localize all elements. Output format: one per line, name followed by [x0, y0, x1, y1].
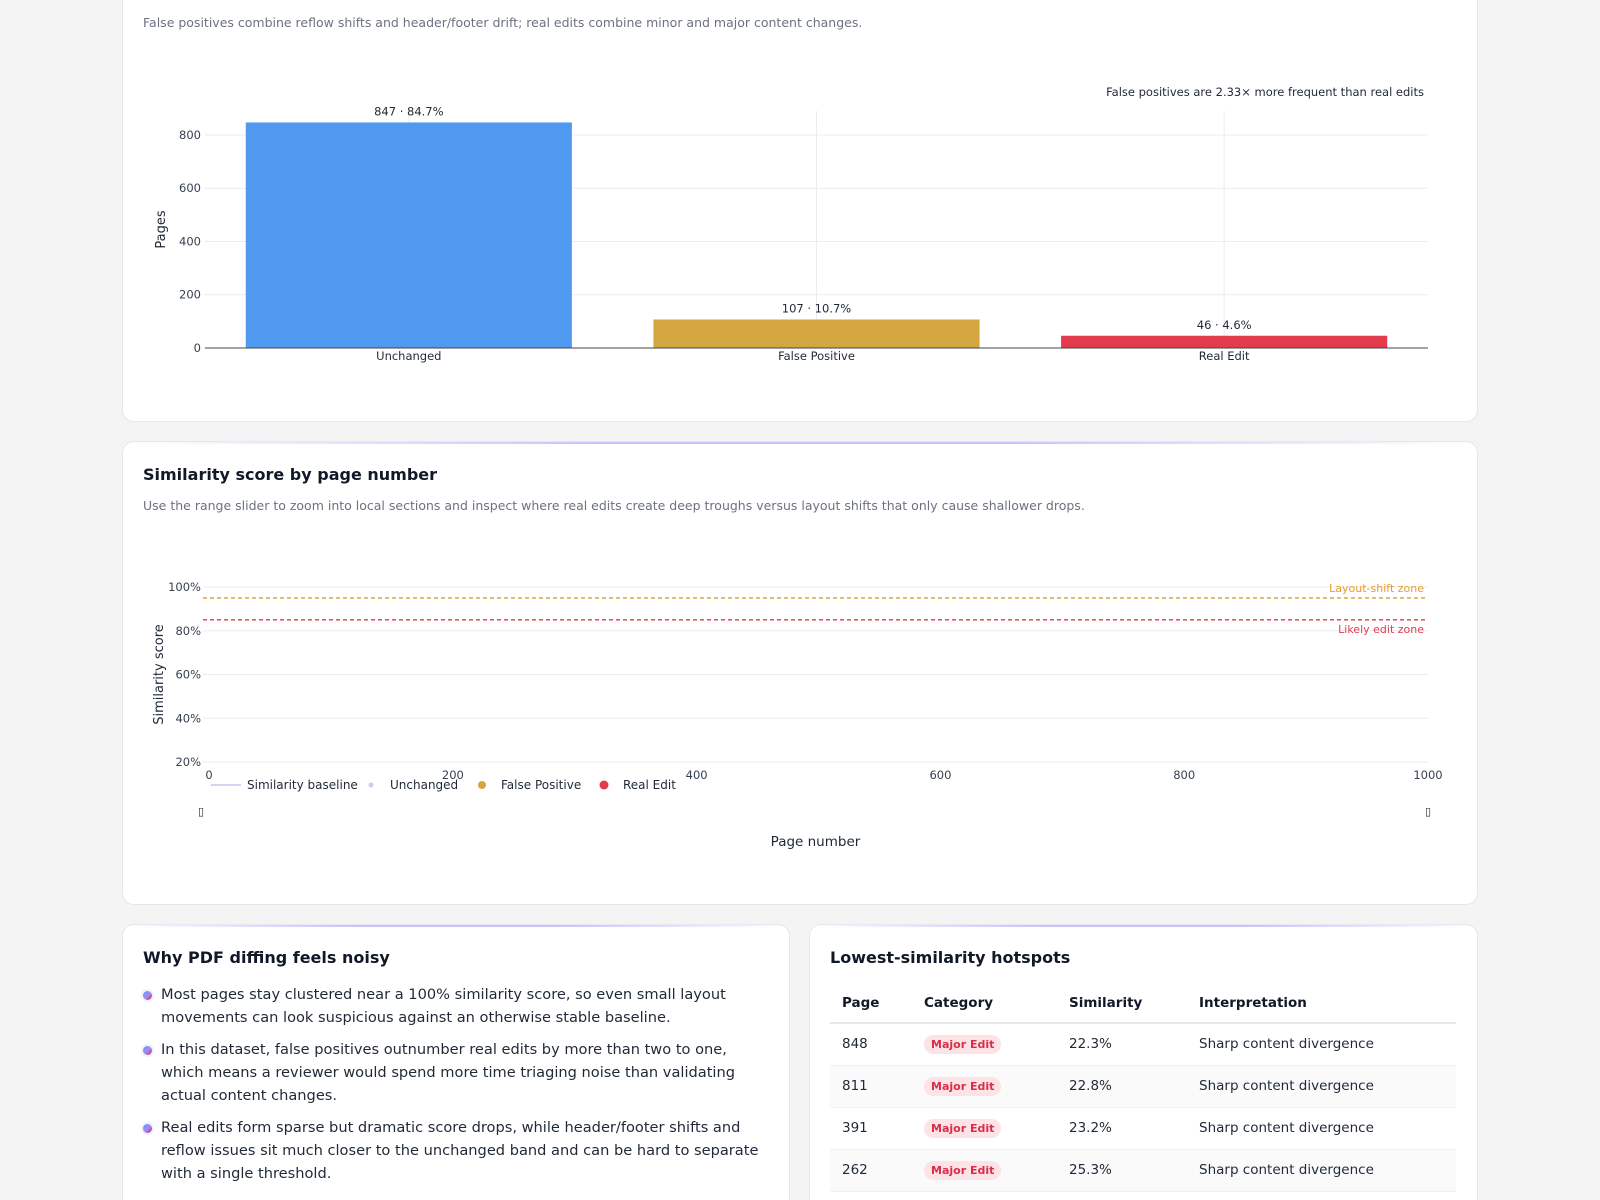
- bar-data-label: 46 · 4.6%: [1197, 318, 1252, 332]
- cell-page: 848: [830, 1023, 912, 1066]
- noisy-points-list: Most pages stay clustered near a 100% si…: [143, 983, 769, 1194]
- x-tick-label: 200: [442, 768, 464, 782]
- cell-page: 262: [830, 1149, 912, 1192]
- y-axis-label: Pages: [154, 210, 169, 248]
- similarity-card: Similarity score by page number Use the …: [122, 441, 1478, 905]
- y-tick-label: 40%: [175, 711, 201, 725]
- table-row[interactable]: 811 Major Edit 22.8% Sharp content diver…: [830, 1065, 1456, 1108]
- bullet-dot-icon: [143, 1124, 152, 1133]
- x-tick-label: 800: [1173, 768, 1195, 782]
- legend-label: Similarity baseline: [247, 778, 358, 792]
- legend-label: Real Edit: [623, 778, 676, 792]
- x-axis-label: Page number: [771, 834, 861, 850]
- bullet-dot-icon: [143, 1046, 152, 1055]
- legend-swatch-unchanged: [368, 782, 374, 788]
- legend-swatch-false-positive: [478, 781, 486, 789]
- noisy-point-text: In this dataset, false positives outnumb…: [161, 1041, 735, 1104]
- noisy-point-text: Real edits form sparse but dramatic scor…: [161, 1119, 759, 1182]
- cell-page: 811: [830, 1065, 912, 1108]
- category-badge: Major Edit: [924, 1034, 1002, 1054]
- cell-interpretation: Sharp content divergence: [1187, 1149, 1456, 1192]
- x-tick-label: 1000: [1413, 768, 1442, 782]
- reference-line-label: Likely edit zone: [1338, 623, 1424, 636]
- column-header-page[interactable]: Page: [830, 983, 912, 1024]
- column-header-category[interactable]: Category: [912, 983, 1057, 1024]
- x-tick-label: 600: [929, 768, 951, 782]
- x-tick-label: 400: [686, 768, 708, 782]
- hotspots-card: Lowest-similarity hotspots Page Category…: [809, 924, 1478, 1200]
- noisy-point: Real edits form sparse but dramatic scor…: [143, 1116, 769, 1185]
- bullet-dot-icon: [143, 991, 152, 1000]
- chart-annotation: False positives are 2.33× more frequent …: [1106, 85, 1424, 99]
- similarity-scatter-chart[interactable]: 20% 40% 60% 80% 100% 0 200 400 600 800 1000 Layout-…: [123, 442, 1478, 905]
- noisy-point-text: Most pages stay clustered near a 100% si…: [161, 986, 726, 1026]
- cell-category: Major Edit: [912, 1065, 1057, 1108]
- x-tick-label: False Positive: [778, 349, 855, 363]
- hotspots-table: Page Category Similarity Interpretation …: [830, 983, 1456, 1192]
- y-tick-label: 200: [179, 288, 201, 302]
- similarity-card-subtitle: Use the range slider to zoom into local …: [143, 498, 1085, 513]
- bar-data-label: 847 · 84.7%: [374, 104, 444, 118]
- hotspots-card-title: Lowest-similarity hotspots: [830, 948, 1071, 967]
- similarity-card-title: Similarity score by page number: [143, 465, 438, 484]
- table-row[interactable]: 262 Major Edit 25.3% Sharp content diver…: [830, 1149, 1456, 1192]
- cell-interpretation: Sharp content divergence: [1187, 1023, 1456, 1066]
- noisy-card: Why PDF diffing feels noisy Most pages s…: [122, 924, 790, 1200]
- y-tick-label: 0: [194, 341, 201, 355]
- category-badge: Major Edit: [924, 1160, 1002, 1180]
- reference-line-label: Layout-shift zone: [1329, 582, 1424, 595]
- cell-similarity: 22.8%: [1057, 1065, 1187, 1108]
- cell-page: 391: [830, 1107, 912, 1150]
- cell-similarity: 25.3%: [1057, 1149, 1187, 1192]
- card-accent-line: [123, 925, 789, 927]
- y-tick-label: 60%: [175, 668, 201, 682]
- cell-similarity: 23.2%: [1057, 1107, 1187, 1150]
- legend-swatch-real-edit: [599, 780, 609, 790]
- bar-real-edit: [1061, 335, 1388, 348]
- bar-data-label: 107 · 10.7%: [782, 302, 852, 316]
- y-tick-label: 20%: [175, 755, 201, 769]
- card-accent-line: [810, 925, 1477, 927]
- cell-category: Major Edit: [912, 1023, 1057, 1066]
- noisy-card-title: Why PDF diffing feels noisy: [143, 948, 390, 967]
- column-header-interpretation[interactable]: Interpretation: [1187, 983, 1456, 1024]
- cell-interpretation: Sharp content divergence: [1187, 1107, 1456, 1150]
- x-tick-label: Real Edit: [1199, 349, 1250, 363]
- range-slider-right-handle[interactable]: ▯: [1425, 805, 1431, 818]
- cell-category: Major Edit: [912, 1149, 1057, 1192]
- y-tick-label: 100%: [168, 580, 201, 594]
- cell-similarity: 22.3%: [1057, 1023, 1187, 1066]
- category-badge: Major Edit: [924, 1118, 1002, 1138]
- cell-category: Major Edit: [912, 1107, 1057, 1150]
- y-tick-label: 400: [179, 234, 201, 248]
- bar-unchanged: [245, 122, 572, 348]
- category-bar-chart[interactable]: 0 200 400 600 800 847 · 84.7% Unchanged 107 · 1…: [123, 0, 1478, 401]
- y-tick-label: 80%: [175, 624, 201, 638]
- table-header-row: Page Category Similarity Interpretation: [830, 983, 1456, 1024]
- category-summary-subtitle: False positives combine reflow shifts an…: [143, 15, 863, 30]
- y-tick-label: 600: [179, 181, 201, 195]
- noisy-point: In this dataset, false positives outnumb…: [143, 1038, 769, 1107]
- x-tick-label: 0: [205, 768, 212, 782]
- range-slider-left-handle[interactable]: ▯: [198, 805, 204, 818]
- legend-label: False Positive: [501, 778, 581, 792]
- table-row[interactable]: 848 Major Edit 22.3% Sharp content diver…: [830, 1023, 1456, 1066]
- category-summary-card: False positives combine reflow shifts an…: [122, 0, 1478, 422]
- legend-label: Unchanged: [390, 778, 458, 792]
- category-badge: Major Edit: [924, 1076, 1002, 1096]
- x-tick-label: Unchanged: [376, 349, 441, 363]
- y-axis-label: Similarity score: [152, 624, 167, 725]
- table-row[interactable]: 391 Major Edit 23.2% Sharp content diver…: [830, 1107, 1456, 1150]
- y-tick-label: 800: [179, 128, 201, 142]
- noisy-point: Most pages stay clustered near a 100% si…: [143, 983, 769, 1029]
- cell-interpretation: Sharp content divergence: [1187, 1065, 1456, 1108]
- card-accent-line: [123, 442, 1477, 444]
- column-header-similarity[interactable]: Similarity: [1057, 983, 1187, 1024]
- bar-false-positive: [653, 319, 980, 348]
